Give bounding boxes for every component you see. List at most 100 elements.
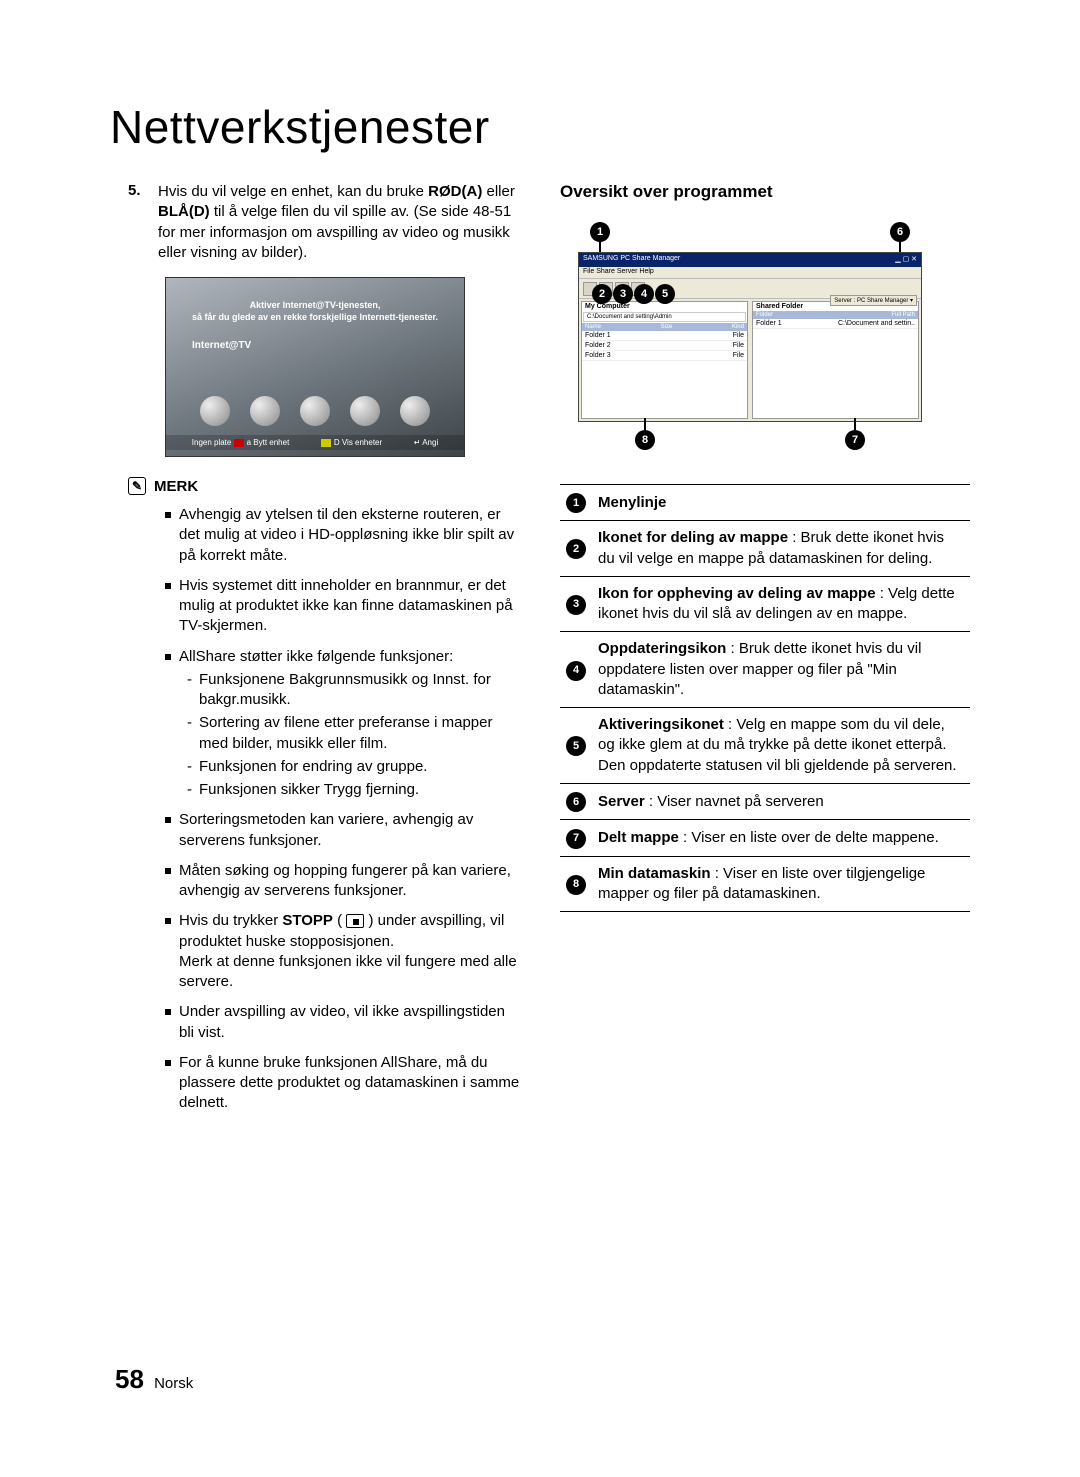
ch: Size (661, 324, 673, 330)
fn: Folder 3 (585, 352, 611, 359)
legend-bubble: 6 (566, 792, 586, 812)
legend-text-cell: Menylinje (592, 485, 970, 521)
legend-num-cell: 5 (560, 708, 592, 784)
legend-num-cell: 4 (560, 632, 592, 708)
col-headers: Name Size Kind (582, 323, 747, 331)
callout-line (644, 418, 646, 430)
tv-icon-row (166, 396, 464, 426)
right-pane: Shared Folder Folder Full Path Folder 1C… (752, 301, 919, 419)
file-row: Folder 2File (582, 341, 747, 351)
tv-app-icon (300, 396, 330, 426)
legend-text-cell: Server : Viser navnet på serveren (592, 783, 970, 819)
left-pane: My Computer C:\Document and setting\Admi… (581, 301, 748, 419)
red-key: RØD(A) (428, 183, 482, 200)
tv-app-icon (350, 396, 380, 426)
path-field: C:\Document and setting\Admin (583, 312, 746, 322)
b1l: Ingen plate (192, 438, 232, 447)
tv-b1: Ingen plate a Bytt enhet (192, 438, 290, 447)
legend-num-cell: 6 (560, 783, 592, 819)
fn: Folder 1 (585, 332, 611, 339)
note-item: Sorteringsmetoden kan variere, avhengig … (165, 810, 520, 851)
app-window: SAMSUNG PC Share Manager ▁ ▢ ✕ File Shar… (578, 252, 922, 422)
note-item: AllShare støtter ikke følgende funksjone… (165, 647, 520, 801)
file-row: Folder 1 File (582, 331, 747, 341)
note-icon: ✎ (128, 477, 146, 495)
tv-mid-label: Internet@TV (192, 340, 251, 351)
page-lang: Norsk (154, 1375, 193, 1392)
app-title: SAMSUNG PC Share Manager (583, 255, 680, 265)
ch: Folder (756, 312, 773, 318)
sub-item: Funksjonen sikker Trygg fjerning. (187, 780, 520, 800)
sub-item: Funksjonen for endring av gruppe. (187, 757, 520, 777)
legend-text-cell: Aktiveringsikonet : Velg en mappe som du… (592, 708, 970, 784)
legend-num-cell: 1 (560, 485, 592, 521)
blue-key: BLÅ(D) (158, 203, 210, 220)
legend-bubble: 2 (566, 539, 586, 559)
tv-screenshot: Aktiver Internet@TV-tjenesten, så får du… (165, 277, 465, 457)
legend-bubble: 7 (566, 829, 586, 849)
step-number: 5. (128, 182, 148, 263)
app-menubar: File Share Server Help (579, 267, 921, 279)
page-number: 58 (115, 1364, 144, 1394)
legend-text-cell: Delt mappe : Viser en liste over de delt… (592, 820, 970, 856)
tvtop1: Aktiver Internet@TV-tjenesten, (250, 300, 381, 310)
t: Hvis du vil velge en enhet, kan du bruke (158, 183, 428, 200)
legend-desc: : Viser en liste over de delte mappene. (679, 829, 939, 846)
file-row: Folder 1 C:\Document and settin.. (753, 319, 918, 329)
legend-bubble: 1 (566, 493, 586, 513)
fk: File (733, 352, 744, 359)
note-item: Hvis du trykker STOPP ( ) under avspilli… (165, 911, 520, 992)
app-titlebar: SAMSUNG PC Share Manager ▁ ▢ ✕ (579, 253, 921, 267)
legend-num-cell: 3 (560, 576, 592, 632)
callout-bubble: 1 (590, 222, 610, 242)
col-headers: Folder Full Path (753, 311, 918, 319)
server-dropdown: Server : PC Share Manager ▾ (830, 295, 917, 306)
note-item: Måten søking og hopping fungerer på kan … (165, 861, 520, 902)
legend-text-cell: Ikon for oppheving av deling av mappe : … (592, 576, 970, 632)
merk-heading: ✎ MERK (128, 477, 520, 495)
callout-bubble: 5 (655, 284, 675, 304)
app-screenshot: 1 6 SAMSUNG PC Share Manager ▁ ▢ ✕ File … (560, 220, 940, 450)
fk: File (733, 332, 744, 339)
stop-icon (346, 914, 364, 928)
tv-b2: D Vis enheter (321, 438, 382, 447)
legend-term: Ikon for oppheving av deling av mappe (598, 585, 876, 602)
tv-app-icon (250, 396, 280, 426)
legend-bubble: 3 (566, 595, 586, 615)
legend-term: Delt mappe (598, 829, 679, 846)
page-footer: 58 Norsk (115, 1364, 193, 1395)
tv-app-icon (200, 396, 230, 426)
window-controls-icon: ▁ ▢ ✕ (895, 255, 917, 265)
legend-num-cell: 2 (560, 521, 592, 577)
legend-term: Min datamaskin (598, 865, 711, 882)
legend-term: Server (598, 793, 645, 810)
yellow-square-icon (321, 439, 331, 447)
fk: File (733, 342, 744, 349)
callout-bubble: 3 (613, 284, 633, 304)
legend-num-cell: 7 (560, 820, 592, 856)
legend-text-cell: Oppdateringsikon : Bruk dette ikonet hvi… (592, 632, 970, 708)
legend-text-cell: Ikonet for deling av mappe : Bruk dette … (592, 521, 970, 577)
sub-item: Sortering av filene etter preferanse i m… (187, 713, 520, 754)
b2: D Vis enheter (334, 438, 382, 447)
legend-desc: : Viser navnet på serveren (645, 793, 824, 810)
legend-term: Menylinje (598, 494, 666, 511)
callout-bubble: 6 (890, 222, 910, 242)
note-item: For å kunne bruke funksjonen AllShare, m… (165, 1053, 520, 1114)
callout-bubble: 4 (634, 284, 654, 304)
fn: Folder 1 (756, 320, 782, 327)
legend-term: Ikonet for deling av mappe (598, 529, 788, 546)
note-item: Avhengig av ytelsen til den eksterne rou… (165, 505, 520, 566)
tv-app-icon (400, 396, 430, 426)
fp: C:\Document and settin.. (838, 320, 915, 327)
legend-bubble: 4 (566, 661, 586, 681)
right-column: Oversikt over programmet 1 6 SAMSUNG PC … (560, 182, 970, 1124)
legend-table: 1 Menylinje 2 Ikonet for deling av mappe : … (560, 484, 970, 912)
notes-list: Avhengig av ytelsen til den eksterne rou… (110, 505, 520, 1114)
ch: Kind (732, 324, 744, 330)
tv-bottom-bar: Ingen plate a Bytt enhet D Vis enheter ↵… (166, 435, 464, 450)
merk-label: MERK (154, 478, 198, 495)
tv-top-text: Aktiver Internet@TV-tjenesten, så får du… (166, 300, 464, 323)
nt: AllShare støtter ikke følgende funksjone… (179, 648, 453, 665)
page-title: Nettverkstjenester (110, 100, 970, 154)
